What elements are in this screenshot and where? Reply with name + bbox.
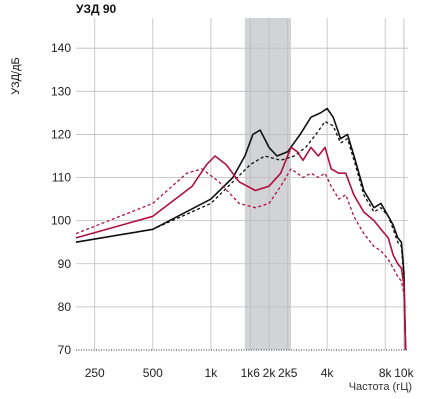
shaded-band (244, 18, 291, 350)
tick-layer: 70 80 90 100 110 120 130 140 250 500 1k 1k6 2k 2k5 4k 8… (51, 41, 415, 380)
x-axis-label: Частота (гЦ) (348, 381, 412, 393)
x-tick-label: 4k (321, 366, 335, 380)
grid-layer (76, 18, 408, 351)
y-tick-label: 120 (51, 127, 71, 141)
y-tick-label: 90 (58, 257, 72, 271)
x-tick-label: 2k5 (278, 366, 298, 380)
series-line-2 (75, 146, 407, 351)
x-tick-label: 1k (205, 366, 219, 380)
x-tick-label: 500 (143, 366, 163, 380)
x-tick-label: 2k (263, 366, 277, 380)
x-tick-label: 8k (379, 366, 393, 380)
y-tick-label: 140 (51, 41, 71, 55)
x-tick-label: 250 (85, 366, 105, 380)
series-line-3 (75, 168, 407, 351)
x-tick-label: 1k6 (241, 366, 261, 380)
y-tick-label: 130 (51, 84, 71, 98)
series-line-0 (75, 107, 407, 351)
series-line-1 (75, 120, 407, 351)
x-tick-label: 10k (394, 366, 414, 380)
series-layer (75, 107, 407, 351)
y-tick-label: 80 (58, 300, 72, 314)
band-layer (244, 18, 291, 350)
y-tick-label: 100 (51, 214, 71, 228)
y-tick-label: 110 (52, 171, 71, 185)
chart-title: УЗД 90 (76, 2, 117, 16)
y-tick-label: 70 (58, 343, 72, 357)
